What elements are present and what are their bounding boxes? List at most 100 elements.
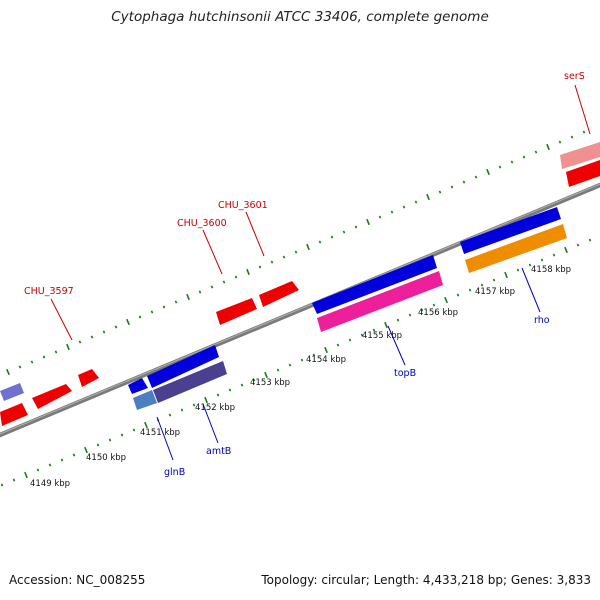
tick-mark (162, 305, 166, 309)
tick-mark (510, 160, 514, 164)
tick-mark (144, 421, 148, 429)
tick-mark (72, 453, 76, 457)
kbp-label: 4155 kbp (362, 331, 402, 341)
tick-mark (126, 318, 130, 326)
tick-mark (390, 210, 394, 214)
tick-mark (84, 446, 88, 454)
feature-glnb (133, 390, 157, 410)
tick-mark (138, 315, 142, 319)
feature-rho-upper (460, 207, 561, 254)
tick-mark (558, 140, 562, 144)
tick-mark (150, 310, 154, 314)
tick-mark (270, 260, 274, 264)
kbp-label: 4151 kbp (140, 428, 180, 438)
tick-mark (168, 413, 172, 417)
kbp-label: 4149 kbp (30, 479, 70, 489)
tick-mark (552, 253, 556, 257)
tick-mark (246, 268, 250, 276)
feature-chu3600 (216, 298, 257, 325)
tick-mark (264, 371, 268, 379)
feature-amtb-upper (147, 345, 219, 388)
tick-mark (12, 478, 16, 482)
tick-mark (450, 185, 454, 189)
feature-amtb (153, 361, 227, 403)
tick-mark (504, 271, 508, 279)
feature-rho (465, 224, 567, 273)
tick-mark (420, 308, 424, 312)
gene-label-chu3600: CHU_3600 (177, 218, 227, 229)
tick-mark (462, 180, 466, 184)
accession-text: Accession: NC_008255 (9, 573, 146, 587)
tick-mark (252, 378, 256, 382)
tick-mark (492, 278, 496, 282)
forward-tick-row (6, 130, 586, 376)
tick-mark (108, 438, 112, 442)
feature-chu3601 (259, 281, 299, 307)
tick-mark (300, 358, 304, 362)
tick-mark (396, 318, 400, 322)
feature-sers-rna (560, 142, 600, 169)
tick-mark (120, 433, 124, 437)
leader-chu3597 (50, 298, 73, 341)
tick-mark (372, 328, 376, 332)
tick-mark (312, 353, 316, 357)
tick-mark (42, 355, 46, 359)
leader-amtb (202, 403, 219, 444)
tick-mark (0, 483, 4, 487)
feature-glnb-upper (128, 378, 148, 394)
tick-mark (216, 393, 220, 397)
tick-mark (354, 225, 358, 229)
tick-mark (480, 283, 484, 287)
genome-summary-text: Topology: circular; Length: 4,433,218 bp… (261, 573, 591, 587)
tick-mark (6, 368, 10, 376)
tick-mark (18, 365, 22, 369)
tick-mark (366, 218, 370, 226)
leader-chu3600 (202, 229, 223, 275)
kbp-label: 4157 kbp (475, 287, 515, 297)
kbp-label: 4150 kbp (86, 453, 126, 463)
map-title: Cytophaga hutchinsonii ATCC 33406, compl… (111, 9, 489, 25)
gene-label-amtb: amtB (206, 446, 231, 457)
gene-label-rho: rho (534, 315, 550, 326)
tick-mark (174, 300, 178, 304)
tick-mark (534, 150, 538, 154)
feature-red-left-edge (0, 403, 28, 426)
genome-backbone-highlight (0, 183, 600, 435)
tick-mark (522, 155, 526, 159)
tick-mark (96, 443, 100, 447)
tick-mark (414, 200, 418, 204)
leader-glnb (156, 416, 174, 461)
tick-mark (474, 175, 478, 179)
gene-label-topb: topB (394, 368, 416, 379)
tick-mark (540, 258, 544, 262)
tick-mark (228, 388, 232, 392)
tick-mark (456, 293, 460, 297)
tick-mark (258, 265, 262, 269)
tick-mark (348, 338, 352, 342)
tick-mark (240, 383, 244, 387)
tick-mark (294, 250, 298, 254)
kbp-label: 4158 kbp (531, 265, 571, 275)
tick-mark (564, 246, 568, 254)
tick-mark (180, 408, 184, 412)
kbp-label: 4153 kbp (250, 378, 290, 388)
gene-label-sers: serS (564, 71, 585, 82)
tick-mark (570, 135, 574, 139)
tick-mark (102, 330, 106, 334)
tick-mark (60, 458, 64, 462)
tick-mark (438, 190, 442, 194)
tick-mark (90, 335, 94, 339)
reverse-tick-row (0, 238, 592, 487)
tick-mark (444, 296, 448, 304)
tick-mark (582, 130, 586, 134)
feature-chu3598 (78, 369, 99, 387)
leader-chu3601 (245, 211, 265, 257)
tick-mark (330, 235, 334, 239)
tick-mark (66, 343, 70, 351)
tick-mark (204, 396, 208, 404)
tick-mark (498, 165, 502, 169)
tick-mark (402, 205, 406, 209)
tick-mark (360, 333, 364, 337)
tick-mark (324, 346, 328, 354)
